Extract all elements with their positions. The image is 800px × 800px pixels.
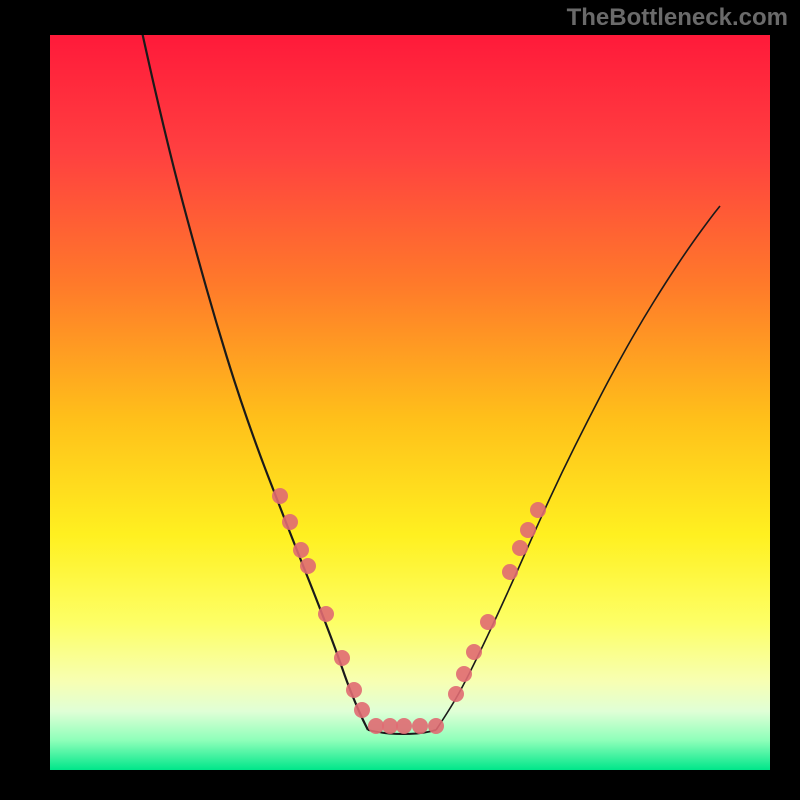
data-marker: [354, 702, 370, 718]
data-marker: [456, 666, 472, 682]
data-marker: [382, 718, 398, 734]
plot-gradient-background: [50, 35, 770, 770]
data-marker: [334, 650, 350, 666]
data-marker: [520, 522, 536, 538]
data-marker: [428, 718, 444, 734]
watermark-text: TheBottleneck.com: [567, 4, 788, 32]
data-marker: [282, 514, 298, 530]
data-marker: [318, 606, 334, 622]
chart-svg: [0, 0, 800, 800]
data-marker: [530, 502, 546, 518]
data-marker: [300, 558, 316, 574]
data-marker: [448, 686, 464, 702]
data-marker: [502, 564, 518, 580]
data-marker: [512, 540, 528, 556]
data-marker: [466, 644, 482, 660]
data-marker: [368, 718, 384, 734]
data-marker: [272, 488, 288, 504]
data-marker: [396, 718, 412, 734]
data-marker: [346, 682, 362, 698]
data-marker: [480, 614, 496, 630]
chart-stage: TheBottleneck.com: [0, 0, 800, 800]
data-marker: [293, 542, 309, 558]
data-marker: [412, 718, 428, 734]
